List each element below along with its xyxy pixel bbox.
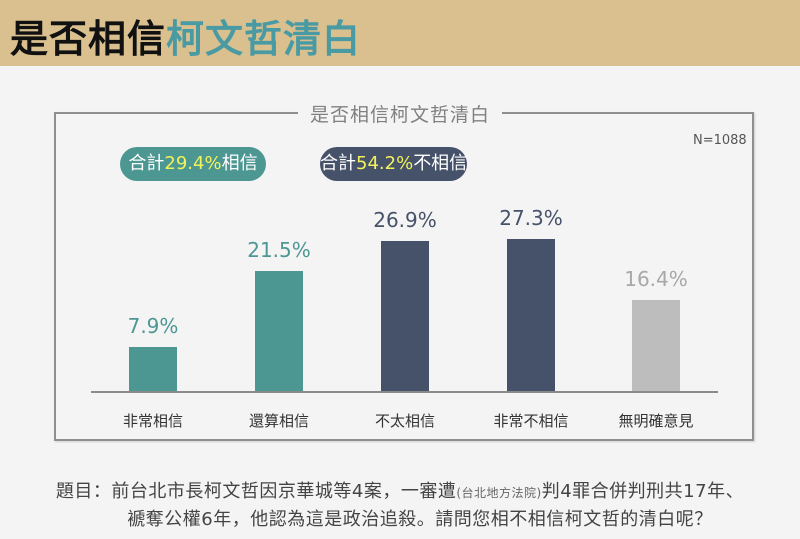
category-label: 非常不相信 xyxy=(493,412,569,430)
question-line-1: 題目：前台北市長柯文哲因京華城等4案，一審遭(台北地方法院)判4罪合併判刑共17… xyxy=(0,477,800,503)
bar-value-label: 27.3% xyxy=(499,206,563,230)
question-text: 判4罪合併判刑共17年、 xyxy=(541,481,745,502)
category-label: 還算相信 xyxy=(248,412,309,430)
title-prefix: 是否相信 xyxy=(10,17,167,61)
category-label: 無明確意見 xyxy=(618,412,694,430)
badge-suffix: 不相信 xyxy=(413,153,468,174)
court-note: (台北地方法院) xyxy=(456,486,542,500)
bar-value-label: 7.9% xyxy=(127,314,179,338)
category-label: 不太相信 xyxy=(374,412,435,430)
bar-5 xyxy=(632,300,680,391)
bar-value-label: 26.9% xyxy=(373,208,437,232)
disbelieve-total-badge: 合計54.2%不相信 xyxy=(320,147,467,181)
chart-baseline xyxy=(91,391,718,393)
badge-suffix: 相信 xyxy=(221,153,258,174)
sample-size-label: N=1088 xyxy=(693,133,747,148)
badge-value: 54.2% xyxy=(356,153,414,174)
question-text: 題目：前台北市長柯文哲因京華城等4案，一審遭 xyxy=(55,481,457,502)
bar-1 xyxy=(129,347,177,391)
badge-value: 29.4% xyxy=(164,153,222,174)
header-banner: 是否相信柯文哲清白 xyxy=(0,0,800,66)
chart-title: 是否相信柯文哲清白 xyxy=(297,100,503,127)
question-line-2: 褫奪公權6年，他認為這是政治追殺。請問您相不相信柯文哲的清白呢？ xyxy=(127,509,713,530)
badge-prefix: 合計 xyxy=(320,153,356,174)
believe-total-badge: 合計29.4%相信 xyxy=(120,147,266,181)
badge-prefix: 合計 xyxy=(128,153,165,174)
bar-value-label: 21.5% xyxy=(247,238,311,262)
category-label: 非常相信 xyxy=(122,412,183,430)
bar-value-label: 16.4% xyxy=(624,267,688,291)
bar-3 xyxy=(381,241,429,391)
title-accent: 柯文哲清白 xyxy=(166,17,362,61)
bar-2 xyxy=(255,271,303,391)
page-title: 是否相信柯文哲清白 xyxy=(10,8,361,63)
bar-4 xyxy=(507,239,555,391)
